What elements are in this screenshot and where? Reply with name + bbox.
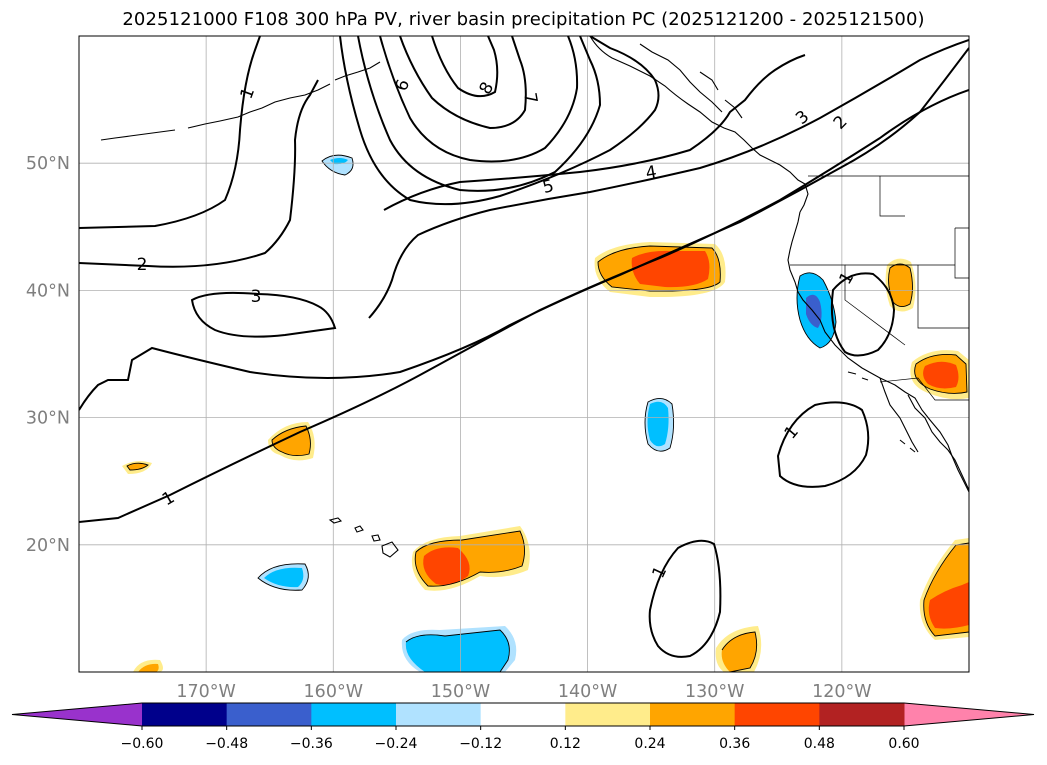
precip-positive-region bbox=[721, 632, 757, 672]
longitude-labels: 170°W 160°W 150°W 140°W 130°W 120°W bbox=[176, 682, 871, 702]
precipitation-outline-contours bbox=[126, 154, 969, 672]
pv-contour-label: 3 bbox=[251, 287, 262, 307]
pv-contour-label: 5 bbox=[540, 176, 556, 198]
precip-strong-positive-region bbox=[923, 361, 959, 389]
pv-contour-label-text: 5 bbox=[540, 176, 556, 198]
precip-positive-region bbox=[127, 463, 148, 470]
pv-contour-label: 1 bbox=[649, 563, 672, 581]
map-title: 2025121000 F108 300 hPa PV, river basin … bbox=[122, 9, 925, 30]
pv-contour-label-text: 7 bbox=[519, 91, 541, 105]
pv-contour-label-text: 2 bbox=[137, 255, 148, 275]
pv-contour bbox=[190, 291, 337, 338]
pv-contour-label: 2 bbox=[137, 255, 148, 275]
pv-contour bbox=[79, 36, 261, 229]
precip-strong-positive-region bbox=[423, 547, 470, 585]
pv-contour bbox=[368, 39, 969, 319]
pv-contour-label-text: 4 bbox=[644, 162, 658, 184]
pv-contour bbox=[648, 539, 722, 658]
map-frame bbox=[78, 35, 970, 673]
colorbar-tick-label: 0.36 bbox=[719, 736, 750, 752]
colorbar-tick-label: −0.36 bbox=[290, 736, 333, 752]
pv-contour bbox=[379, 36, 579, 163]
precip-negative-region bbox=[647, 401, 669, 447]
colorbar-tick-label: −0.24 bbox=[375, 736, 418, 752]
colorbar-swatch bbox=[311, 703, 397, 726]
pv-contour bbox=[339, 36, 660, 206]
lon-tick-label: 160°W bbox=[304, 682, 363, 702]
pv-contour-label-text: 3 bbox=[251, 287, 262, 307]
colorbar-swatch bbox=[226, 703, 312, 726]
colorbar-tick-label: −0.12 bbox=[459, 736, 502, 752]
colorbar-tick-label: −0.60 bbox=[121, 736, 164, 752]
colorbar-tick-label: 0.12 bbox=[550, 736, 581, 752]
pv-contour-label: 8 bbox=[475, 79, 498, 98]
pv-contour-label: 1 bbox=[159, 487, 178, 510]
colorbar-swatch bbox=[480, 703, 566, 726]
precip-negative-region bbox=[405, 630, 510, 672]
colorbar-tick-label: 0.60 bbox=[888, 736, 919, 752]
pv-contour bbox=[431, 36, 499, 98]
colorbar-swatch bbox=[396, 703, 482, 726]
pv-contour bbox=[357, 36, 602, 192]
precip-strong-positive-region bbox=[928, 582, 969, 629]
pv-contour bbox=[776, 401, 870, 488]
colorbar-extend-high bbox=[904, 703, 1034, 726]
colorbar-extend-low bbox=[12, 703, 142, 726]
political-borders bbox=[790, 175, 969, 401]
pv-contour bbox=[383, 54, 806, 211]
pv-contour-label: 1 bbox=[781, 422, 803, 443]
lat-tick-label: 20°N bbox=[26, 536, 70, 556]
graticule bbox=[79, 36, 969, 672]
lat-tick-label: 30°N bbox=[26, 409, 70, 429]
precip-strong-positive-region bbox=[631, 250, 710, 288]
colorbar-swatch bbox=[565, 703, 651, 726]
pv-contour bbox=[830, 272, 896, 357]
colorbar-swatch bbox=[142, 703, 228, 726]
precip-positive-region bbox=[138, 663, 159, 672]
colorbar-swatch bbox=[650, 703, 736, 726]
pv-contour-label: 4 bbox=[644, 162, 658, 184]
lon-tick-label: 120°W bbox=[812, 682, 871, 702]
pv-contour-label: 7 bbox=[519, 91, 541, 105]
pv-contour bbox=[79, 89, 969, 523]
pv-contour-label-text: 2 bbox=[830, 112, 852, 134]
pv-contour-label: 1 bbox=[237, 85, 259, 102]
colorbar-tick-label: 0.24 bbox=[634, 736, 665, 752]
precip-negative-region bbox=[264, 567, 304, 588]
precip-negative-region bbox=[330, 158, 348, 165]
pv-contours bbox=[79, 36, 969, 658]
lat-tick-label: 40°N bbox=[26, 281, 70, 301]
pv-contour-label: 2 bbox=[830, 112, 852, 134]
latitude-labels: 50°N 40°N 30°N 20°N bbox=[26, 154, 70, 556]
lon-tick-label: 170°W bbox=[176, 682, 235, 702]
coastlines bbox=[100, 36, 969, 558]
lat-tick-label: 50°N bbox=[26, 154, 70, 174]
precip-positive-region bbox=[888, 264, 913, 307]
pv-contour-label: 6 bbox=[392, 77, 414, 94]
colorbar-tick-label: −0.48 bbox=[205, 736, 248, 752]
lon-tick-label: 150°W bbox=[431, 682, 490, 702]
pv-contour-label: 3 bbox=[792, 107, 813, 129]
colorbar-swatch bbox=[734, 703, 820, 726]
lon-tick-label: 130°W bbox=[685, 682, 744, 702]
pv-contour bbox=[79, 79, 319, 268]
lon-tick-label: 140°W bbox=[558, 682, 617, 702]
pv-contour-label: 1 bbox=[835, 269, 858, 288]
colorbar-tick-label: 0.48 bbox=[804, 736, 835, 752]
pv-contour bbox=[399, 36, 527, 130]
colorbar: −0.60 −0.48 −0.36 −0.24 −0.12 0.12 0.24 0.36 0.4… bbox=[11, 702, 1035, 752]
colorbar-swatch bbox=[819, 703, 905, 726]
